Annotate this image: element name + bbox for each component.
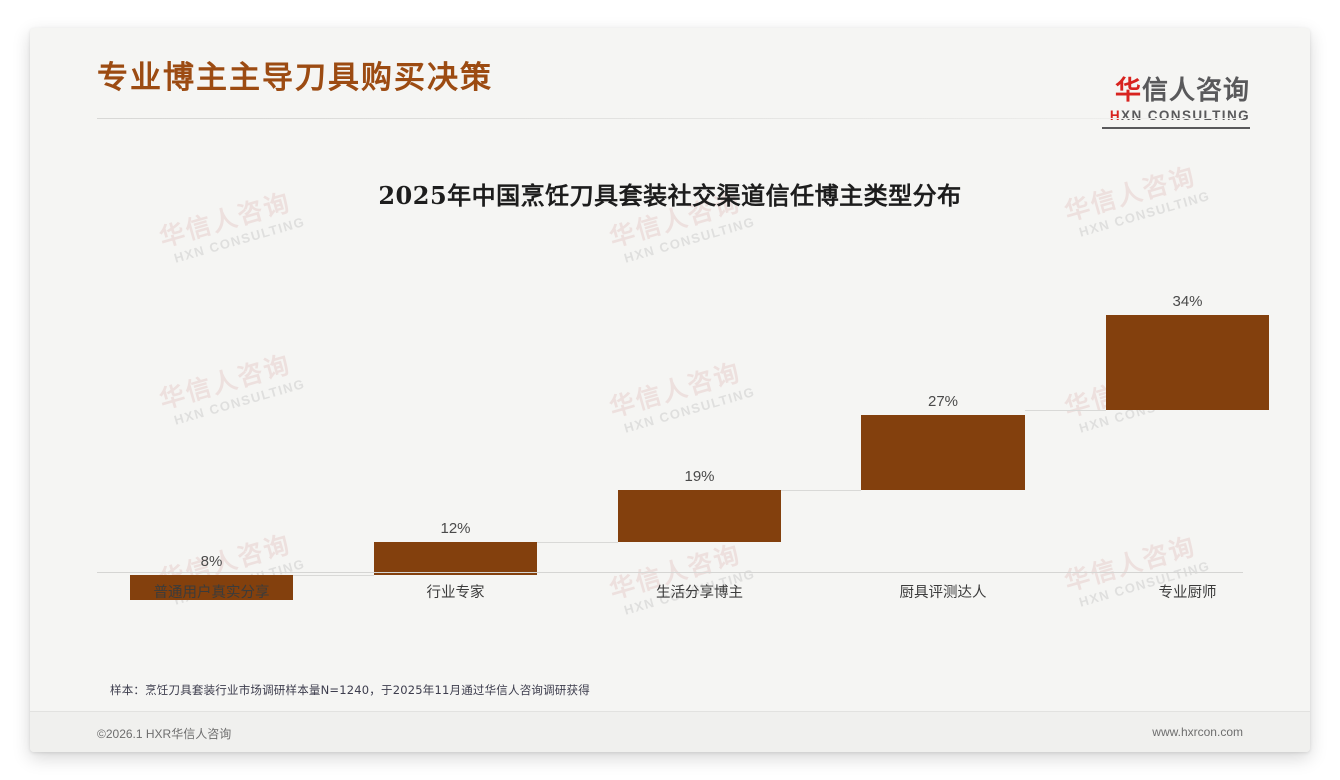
- chart-category-label: 普通用户真实分享: [153, 585, 270, 601]
- footer-website[interactable]: www.hxrcon.com: [1152, 725, 1243, 739]
- chart-bar: [618, 490, 781, 542]
- footer-divider: [30, 711, 1310, 712]
- chart-bar-value-label: 27%: [927, 393, 959, 410]
- footer-copyright: ©2026.1 HXR华信人咨询: [97, 727, 232, 741]
- chart-bar: [130, 575, 293, 600]
- chart-category-label: 行业专家: [426, 585, 485, 601]
- chart-bar: [861, 415, 1025, 490]
- chart-bar: [1106, 315, 1269, 410]
- chart-bar-value-label: 8%: [200, 553, 223, 570]
- logo-en-accent-char: H: [1109, 108, 1122, 123]
- chart-title: 2025年中国烹饪刀具套装社交渠道信任博主类型分布: [378, 181, 962, 210]
- chart-step-connector: [1025, 410, 1106, 411]
- chart-axis-line: [97, 572, 1243, 573]
- logo-cn-accent-char: 华: [1114, 76, 1142, 106]
- chart-footnote: 样本：烹饪刀具套装行业市场调研样本量N=1240，于2025年11月通过华信人咨…: [110, 683, 590, 697]
- chart-step-connector: [293, 575, 374, 576]
- slide-header: 专业博主主导刀具购买决策 华信人咨询 HXN CONSULTING: [30, 28, 1310, 129]
- logo-underline: [1102, 126, 1250, 129]
- chart-bar: [374, 542, 537, 575]
- slide-canvas: 华信人咨询 HXN CONSULTING 华信人咨询 HXN CONSULTIN…: [30, 28, 1310, 752]
- chart-step-connector: [537, 542, 618, 543]
- slide-footer: ©2026.1 HXR华信人咨询 www.hxrcon.com: [30, 711, 1310, 752]
- brand-logo: 华信人咨询 HXN CONSULTING: [1102, 78, 1250, 129]
- chart-plot-area: 8% 12% 19% 27% 34% 普通用户真实分享 行业专家 生活分享博主 厨具评测达人 专…: [30, 28, 1310, 752]
- chart-step-connector: [781, 490, 861, 491]
- chart-category-label: 专业厨师: [1158, 585, 1217, 601]
- header-divider: [97, 118, 1243, 119]
- chart-category-label: 厨具评测达人: [899, 585, 987, 601]
- chart-bar-value-label: 34%: [1172, 293, 1203, 310]
- logo-chinese-text: 华信人咨询: [1102, 78, 1250, 104]
- logo-cn-rest: 信人咨询: [1141, 76, 1250, 106]
- chart-bar-value-label: 12%: [440, 520, 471, 537]
- chart-category-label: 生活分享博主: [656, 585, 743, 601]
- chart-bar-value-label: 19%: [684, 468, 715, 485]
- page-title: 专业博主主导刀具购买决策: [97, 60, 493, 96]
